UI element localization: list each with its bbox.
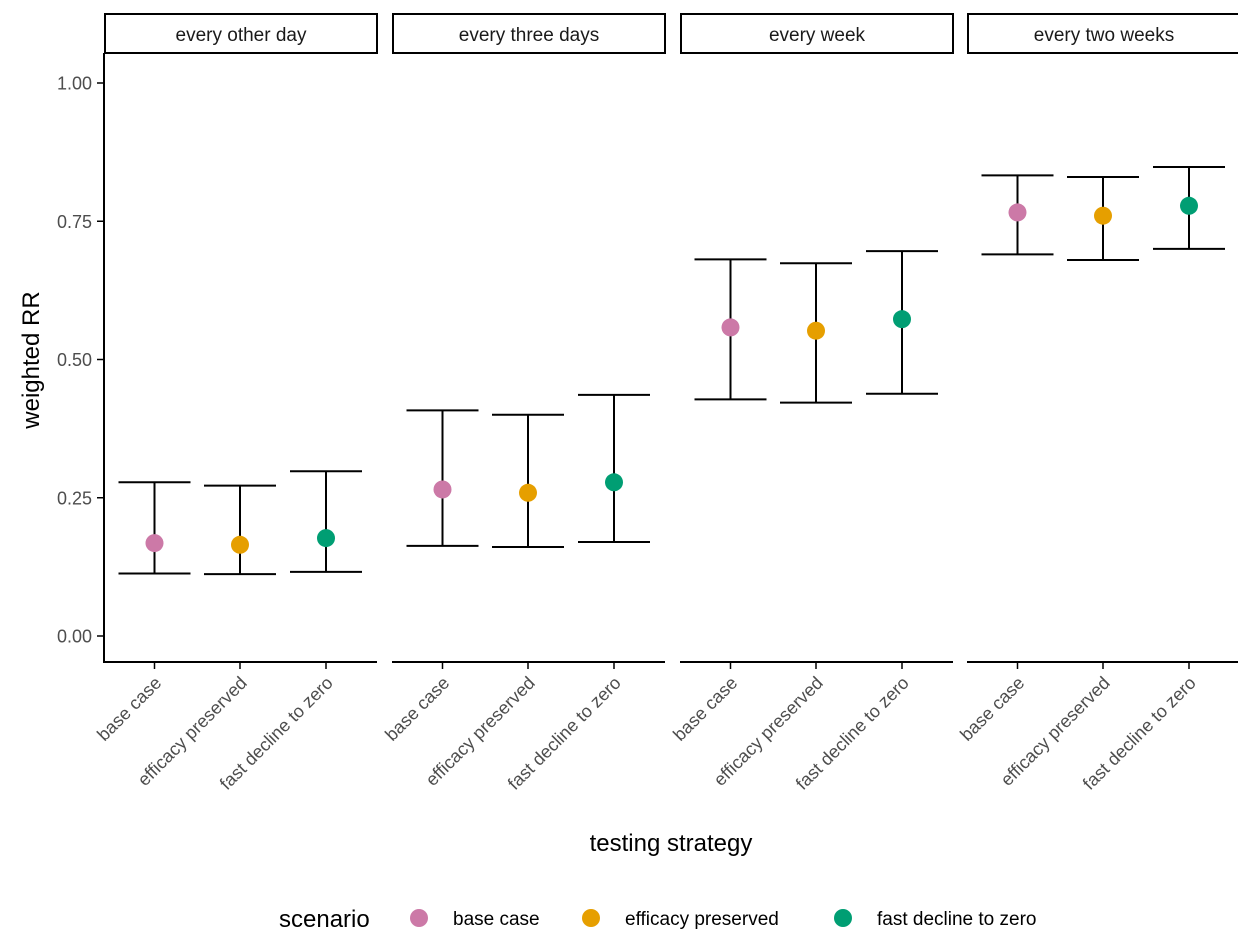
x-tick-label: base case: [956, 673, 1028, 745]
data-point: [807, 321, 825, 340]
data-point: [721, 318, 740, 337]
facet-strip-label: every two weeks: [1034, 25, 1174, 46]
data-point: [1180, 196, 1198, 215]
y-axis-title: weighted RR: [18, 291, 45, 429]
y-tick-label: 0.50: [57, 350, 92, 370]
legend-title: scenario: [279, 906, 370, 932]
data-point: [893, 310, 911, 329]
facet-strip: [680, 13, 954, 54]
data-point: [231, 535, 249, 554]
facet-strip-label: every three days: [459, 25, 599, 46]
data-point: [433, 480, 452, 499]
data-point: [145, 534, 164, 553]
y-tick-label: 0.00: [57, 627, 92, 647]
x-tick-label: base case: [93, 673, 165, 745]
legend-key: [834, 909, 852, 927]
data-point: [1094, 206, 1112, 225]
legend-label: fast decline to zero: [877, 909, 1036, 930]
legend: scenario base case efficacy preserved fast …: [279, 906, 1036, 932]
facet-strip: [104, 13, 378, 54]
y-axis: 0.00 0.25 0.50 0.75 1.00: [57, 53, 105, 663]
legend-key: [582, 909, 600, 927]
facet-strip: [392, 13, 666, 54]
x-tick-label: base case: [381, 673, 453, 745]
facet-strip: [967, 13, 1238, 54]
y-tick-label: 0.25: [57, 488, 92, 508]
data-point: [605, 473, 623, 492]
facet-strip-label: every other day: [176, 25, 307, 46]
x-axis-title: testing strategy: [590, 830, 753, 857]
data-point: [317, 529, 335, 548]
legend-label: base case: [453, 909, 540, 930]
data-point: [519, 483, 537, 502]
facet-strip-label: every week: [769, 25, 866, 46]
x-tick-label: base case: [669, 673, 741, 745]
y-tick-label: 0.75: [57, 212, 92, 232]
data-point: [1008, 203, 1027, 222]
legend-key: [410, 909, 428, 927]
legend-label: efficacy preserved: [625, 909, 779, 930]
y-tick-label: 1.00: [57, 74, 92, 94]
